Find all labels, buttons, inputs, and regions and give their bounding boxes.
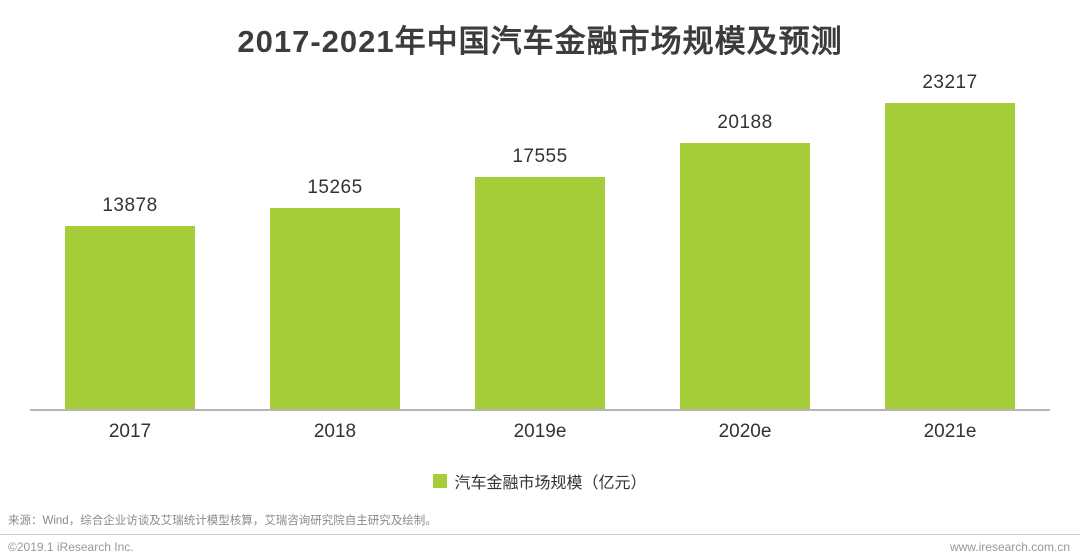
bar-group: 23217 — [885, 72, 1015, 409]
bar-value-label: 13878 — [102, 195, 158, 216]
footer: 来源：Wind，综合企业访谈及艾瑞统计模型核算，艾瑞咨询研究院自主研究及绘制。 … — [0, 512, 1080, 560]
source-note: 来源：Wind，综合企业访谈及艾瑞统计模型核算，艾瑞咨询研究院自主研究及绘制。 — [0, 512, 1080, 535]
bar-group: 13878 — [65, 195, 195, 409]
x-axis-labels: 2017 2018 2019e 2020e 2021e — [30, 421, 1050, 443]
bar — [475, 177, 605, 409]
copyright-text: ©2019.1 iResearch Inc. — [8, 540, 134, 554]
bar — [65, 226, 195, 409]
x-axis-tick-label: 2018 — [313, 421, 357, 442]
legend-label: 汽车金融市场规模（亿元） — [454, 475, 647, 492]
bar-value-label: 15265 — [307, 177, 363, 198]
bar — [680, 143, 810, 409]
bar-value-label: 23217 — [922, 72, 978, 93]
x-axis-tick-label: 2020e — [718, 421, 772, 442]
bar — [885, 103, 1015, 409]
x-axis-tick-label: 2017 — [108, 421, 152, 442]
chart-title: 2017-2021年中国汽车金融市场规模及预测 — [237, 24, 843, 59]
bar-value-label: 17555 — [512, 146, 568, 167]
bar-group: 15265 — [270, 177, 400, 409]
bar-chart: 13878 15265 17555 20188 23217 2017 2018 2019e 2… — [30, 72, 1050, 443]
legend-swatch-icon — [433, 474, 448, 488]
bar-group: 17555 — [475, 146, 605, 409]
website-link[interactable]: www.iresearch.com.cn — [949, 540, 1070, 554]
legend: 汽车金融市场规模（亿元） — [0, 469, 1080, 493]
plot-area: 13878 15265 17555 20188 23217 — [30, 72, 1050, 411]
bar — [270, 208, 400, 409]
bar-group: 20188 — [680, 112, 810, 409]
x-axis-tick-label: 2021e — [923, 421, 977, 442]
bar-value-label: 20188 — [717, 112, 773, 133]
x-axis-tick-label: 2019e — [513, 421, 567, 442]
